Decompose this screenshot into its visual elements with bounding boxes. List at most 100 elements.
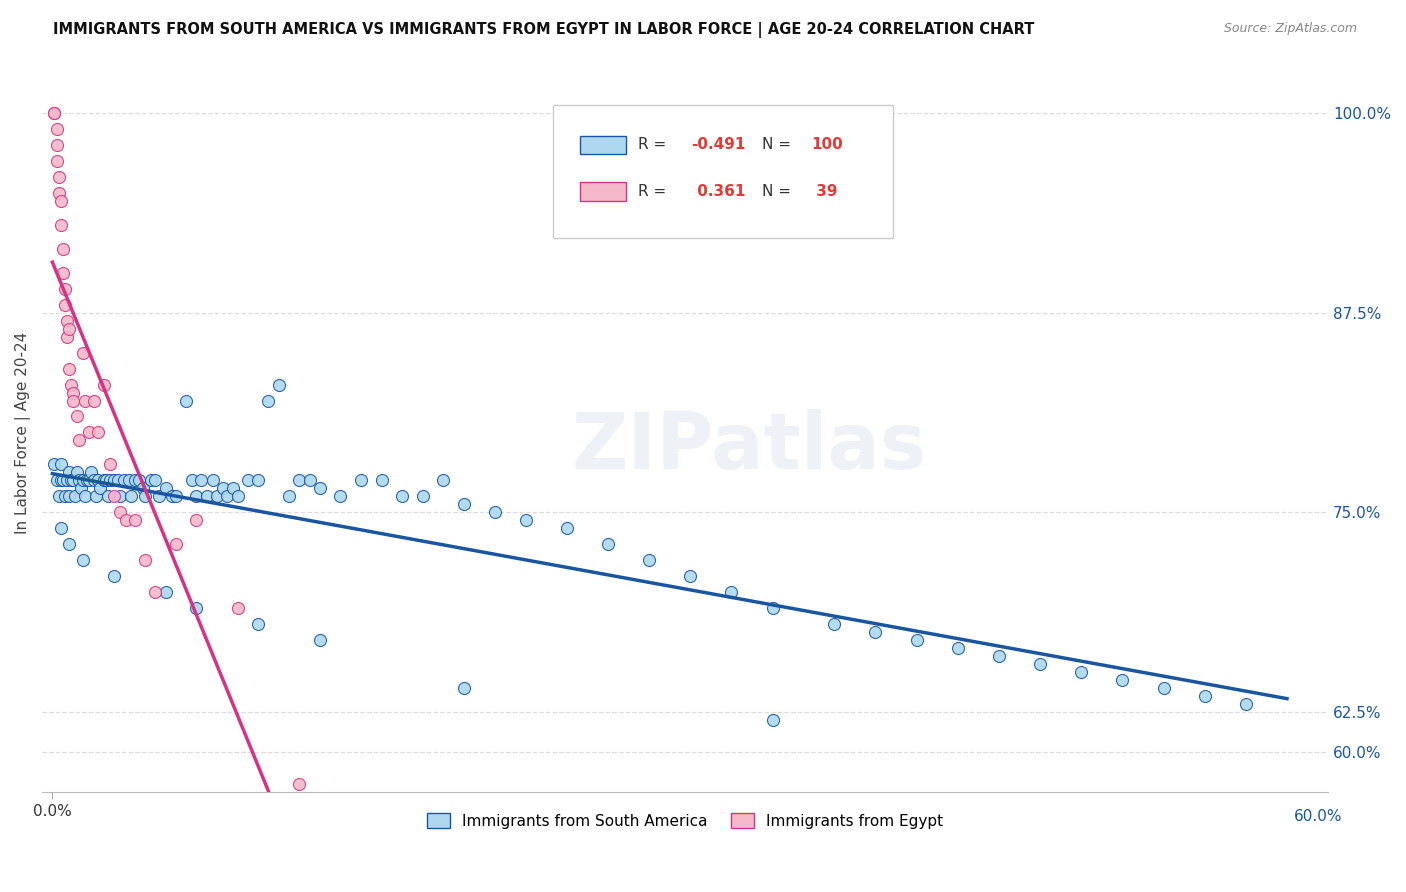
Point bbox=[370, 474, 392, 488]
Point bbox=[247, 474, 270, 488]
Point bbox=[155, 482, 177, 496]
Point bbox=[174, 393, 197, 408]
Point bbox=[1234, 697, 1257, 711]
Point bbox=[75, 393, 97, 408]
Point bbox=[1194, 689, 1216, 703]
FancyBboxPatch shape bbox=[579, 182, 626, 201]
Y-axis label: In Labor Force | Age 20-24: In Labor Force | Age 20-24 bbox=[15, 331, 31, 533]
Point bbox=[79, 425, 101, 440]
Point bbox=[103, 489, 125, 503]
Point bbox=[66, 466, 89, 480]
Point bbox=[186, 489, 208, 503]
Point bbox=[52, 266, 75, 280]
Point bbox=[160, 489, 183, 503]
Text: Source: ZipAtlas.com: Source: ZipAtlas.com bbox=[1223, 22, 1357, 36]
Point bbox=[94, 474, 117, 488]
Text: IMMIGRANTS FROM SOUTH AMERICA VS IMMIGRANTS FROM EGYPT IN LABOR FORCE | AGE 20-2: IMMIGRANTS FROM SOUTH AMERICA VS IMMIGRA… bbox=[53, 22, 1035, 38]
Point bbox=[267, 377, 290, 392]
Point bbox=[58, 489, 80, 503]
Point bbox=[124, 513, 146, 527]
Point bbox=[53, 489, 76, 503]
Point bbox=[148, 489, 170, 503]
Point bbox=[45, 153, 67, 168]
Point bbox=[350, 474, 373, 488]
Point bbox=[63, 489, 86, 503]
Point bbox=[56, 474, 79, 488]
Point bbox=[79, 474, 101, 488]
Point bbox=[555, 521, 578, 535]
Text: R =: R = bbox=[637, 137, 671, 153]
Point bbox=[52, 242, 75, 256]
Point bbox=[186, 513, 208, 527]
Point bbox=[58, 321, 80, 335]
Point bbox=[72, 474, 94, 488]
Point bbox=[115, 513, 138, 527]
Point bbox=[62, 393, 84, 408]
FancyBboxPatch shape bbox=[579, 136, 626, 154]
Point bbox=[761, 601, 783, 615]
Text: -0.491: -0.491 bbox=[692, 137, 747, 153]
Point bbox=[117, 474, 139, 488]
Point bbox=[329, 489, 352, 503]
Point bbox=[222, 482, 245, 496]
Point bbox=[278, 489, 301, 503]
Point bbox=[141, 474, 163, 488]
Point bbox=[288, 474, 311, 488]
Point bbox=[49, 458, 72, 472]
Point bbox=[97, 489, 120, 503]
Point bbox=[987, 649, 1010, 664]
Point bbox=[103, 569, 125, 583]
Point bbox=[134, 489, 156, 503]
Point bbox=[58, 537, 80, 551]
Text: 0.361: 0.361 bbox=[692, 184, 745, 199]
Point bbox=[44, 106, 66, 120]
Point bbox=[226, 601, 249, 615]
Point bbox=[679, 569, 702, 583]
Point bbox=[124, 474, 146, 488]
Point bbox=[83, 393, 105, 408]
Point bbox=[155, 585, 177, 599]
Point bbox=[143, 585, 166, 599]
Point bbox=[44, 458, 66, 472]
Text: ZIPatlas: ZIPatlas bbox=[572, 409, 927, 485]
Point bbox=[823, 617, 845, 632]
Point bbox=[70, 482, 93, 496]
Point bbox=[212, 482, 235, 496]
Point bbox=[298, 474, 321, 488]
Point bbox=[48, 186, 70, 200]
Point bbox=[75, 489, 97, 503]
Point bbox=[453, 497, 475, 511]
Point bbox=[120, 489, 142, 503]
Text: 39: 39 bbox=[811, 184, 838, 199]
Point bbox=[226, 489, 249, 503]
Point bbox=[107, 474, 129, 488]
Point bbox=[44, 106, 66, 120]
Point bbox=[1070, 665, 1092, 680]
Point bbox=[720, 585, 742, 599]
Text: R =: R = bbox=[637, 184, 671, 199]
Point bbox=[66, 409, 89, 424]
Point bbox=[181, 474, 204, 488]
Text: 100: 100 bbox=[811, 137, 844, 153]
Point bbox=[67, 474, 90, 488]
Point bbox=[67, 434, 90, 448]
Point bbox=[86, 474, 108, 488]
Point bbox=[45, 122, 67, 136]
Text: N =: N = bbox=[762, 184, 796, 199]
Point bbox=[132, 482, 155, 496]
Point bbox=[515, 513, 537, 527]
Point bbox=[134, 553, 156, 567]
Point bbox=[93, 377, 115, 392]
Point bbox=[112, 474, 135, 488]
Point bbox=[946, 641, 969, 656]
Point bbox=[638, 553, 661, 567]
Point bbox=[1153, 681, 1175, 695]
FancyBboxPatch shape bbox=[553, 105, 893, 238]
Legend: Immigrants from South America, Immigrants from Egypt: Immigrants from South America, Immigrant… bbox=[422, 806, 949, 835]
Point bbox=[52, 474, 75, 488]
Point bbox=[103, 474, 125, 488]
Point bbox=[309, 482, 332, 496]
Point bbox=[72, 553, 94, 567]
Point bbox=[76, 474, 98, 488]
Point bbox=[205, 489, 228, 503]
